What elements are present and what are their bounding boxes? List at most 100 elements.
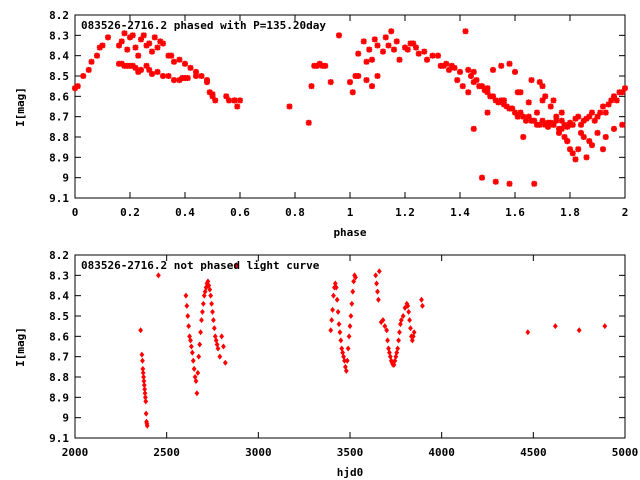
- phased-y-tick-label: 8.7: [49, 111, 69, 124]
- unphased-data-point: [185, 313, 191, 319]
- phased-data-point: [176, 56, 183, 63]
- unphased-y-axis-label: I[mag]: [14, 327, 27, 367]
- unphased-data-point: [194, 390, 200, 397]
- unphased-y-tick-label: 8.4: [49, 290, 69, 303]
- phased-data-point: [154, 44, 161, 51]
- phased-data-point: [622, 85, 628, 92]
- phased-data-point: [118, 38, 125, 45]
- phased-data-point: [127, 34, 133, 41]
- unphased-data-point: [186, 323, 192, 330]
- phased-data-point: [503, 103, 510, 110]
- phased-data-point: [286, 103, 293, 110]
- unphased-y-tick-label: 8.3: [49, 269, 69, 282]
- phased-data-point: [402, 44, 408, 51]
- phased-data-point: [558, 117, 565, 124]
- phased-data-point: [462, 28, 469, 35]
- phased-data-point: [355, 50, 362, 57]
- phased-data-point: [198, 73, 205, 79]
- unphased-x-axis-label: hjd0: [337, 466, 364, 479]
- phased-data-point: [589, 142, 595, 149]
- phased-data-point: [363, 58, 370, 65]
- unphased-data-point: [189, 349, 195, 356]
- unphased-data-point: [217, 353, 223, 360]
- unphased-data-point: [196, 353, 202, 360]
- phased-data-point: [490, 93, 496, 100]
- phased-data-point: [314, 62, 320, 69]
- phased-data-point: [514, 89, 521, 96]
- unphased-data-point: [188, 337, 193, 344]
- phased-data-point: [374, 42, 381, 49]
- phased-x-tick-label: 1.8: [560, 206, 580, 219]
- phased-data-point: [138, 66, 144, 73]
- phased-data-point: [619, 121, 626, 128]
- phased-data-point: [580, 117, 587, 124]
- unphased-data-point: [144, 422, 150, 429]
- unphased-data-point: [348, 313, 354, 319]
- unphased-data-point: [420, 302, 425, 309]
- phased-data-point: [85, 66, 92, 73]
- phased-data-point: [96, 44, 103, 51]
- phased-y-tick-label: 8.6: [49, 90, 69, 103]
- phased-data-point: [564, 123, 571, 130]
- unphased-x-tick-label: 2000: [62, 446, 89, 459]
- phased-data-point: [567, 146, 573, 153]
- phased-y-tick-label: 8.5: [49, 70, 69, 83]
- phased-data-point: [135, 68, 142, 75]
- phased-data-point: [369, 56, 375, 63]
- phased-data-point: [545, 123, 551, 130]
- phased-data-point: [534, 109, 540, 116]
- phased-data-point: [558, 125, 565, 132]
- phased-data-point: [116, 42, 122, 49]
- phased-data-point: [539, 97, 546, 104]
- phased-data-point: [608, 97, 615, 104]
- unphased-data-point: [140, 357, 145, 364]
- phased-data-point: [204, 79, 210, 86]
- unphased-x-tick-label: 3500: [337, 446, 364, 459]
- phased-data-point: [160, 40, 166, 47]
- phased-data-point: [146, 66, 153, 73]
- phased-data-point: [124, 46, 131, 53]
- phased-data-point: [490, 66, 496, 73]
- phased-data-point: [393, 38, 400, 45]
- phased-data-point: [520, 113, 527, 120]
- unphased-data-point: [397, 329, 402, 336]
- phased-data-point: [506, 180, 513, 187]
- unphased-data-point: [407, 317, 412, 324]
- phased-data-point: [226, 97, 232, 104]
- phased-data-point: [451, 64, 458, 71]
- phased-data-point: [171, 77, 177, 84]
- phased-data-point: [512, 68, 518, 75]
- phased-x-tick-label: 1.4: [450, 206, 470, 219]
- phased-data-point: [600, 146, 606, 153]
- phased-data-point: [528, 77, 535, 84]
- phased-data-point: [611, 125, 617, 132]
- phased-data-point: [465, 66, 472, 73]
- unphased-data-point: [395, 345, 401, 352]
- phased-data-point: [388, 28, 395, 35]
- unphased-x-tick-label: 5000: [612, 446, 639, 459]
- phased-data-point: [371, 36, 378, 43]
- phased-data-point: [212, 97, 219, 104]
- unphased-x-tick-label: 4500: [520, 446, 547, 459]
- phased-data-point: [140, 32, 147, 39]
- phased-data-point: [369, 83, 375, 90]
- phased-data-point: [135, 52, 142, 59]
- phased-x-tick-label: 0.2: [120, 206, 140, 219]
- phased-data-point: [429, 52, 436, 59]
- unphased-y-tick-label: 8.5: [49, 310, 69, 323]
- unphased-data-point: [199, 317, 204, 324]
- phased-x-tick-label: 0.8: [285, 206, 305, 219]
- phased-data-point: [473, 77, 480, 84]
- unphased-x-tick-label: 3000: [245, 446, 272, 459]
- phased-data-point: [410, 40, 417, 47]
- unphased-data-point: [382, 323, 388, 330]
- phased-data-point: [465, 89, 472, 96]
- unphased-data-point: [419, 296, 424, 303]
- unphased-data-point: [380, 317, 386, 324]
- phased-data-point: [308, 83, 315, 90]
- phased-data-point: [498, 62, 505, 69]
- unphased-data-point: [411, 329, 417, 336]
- unphased-data-point: [215, 345, 221, 352]
- unphased-y-tick-label: 8.8: [49, 371, 69, 384]
